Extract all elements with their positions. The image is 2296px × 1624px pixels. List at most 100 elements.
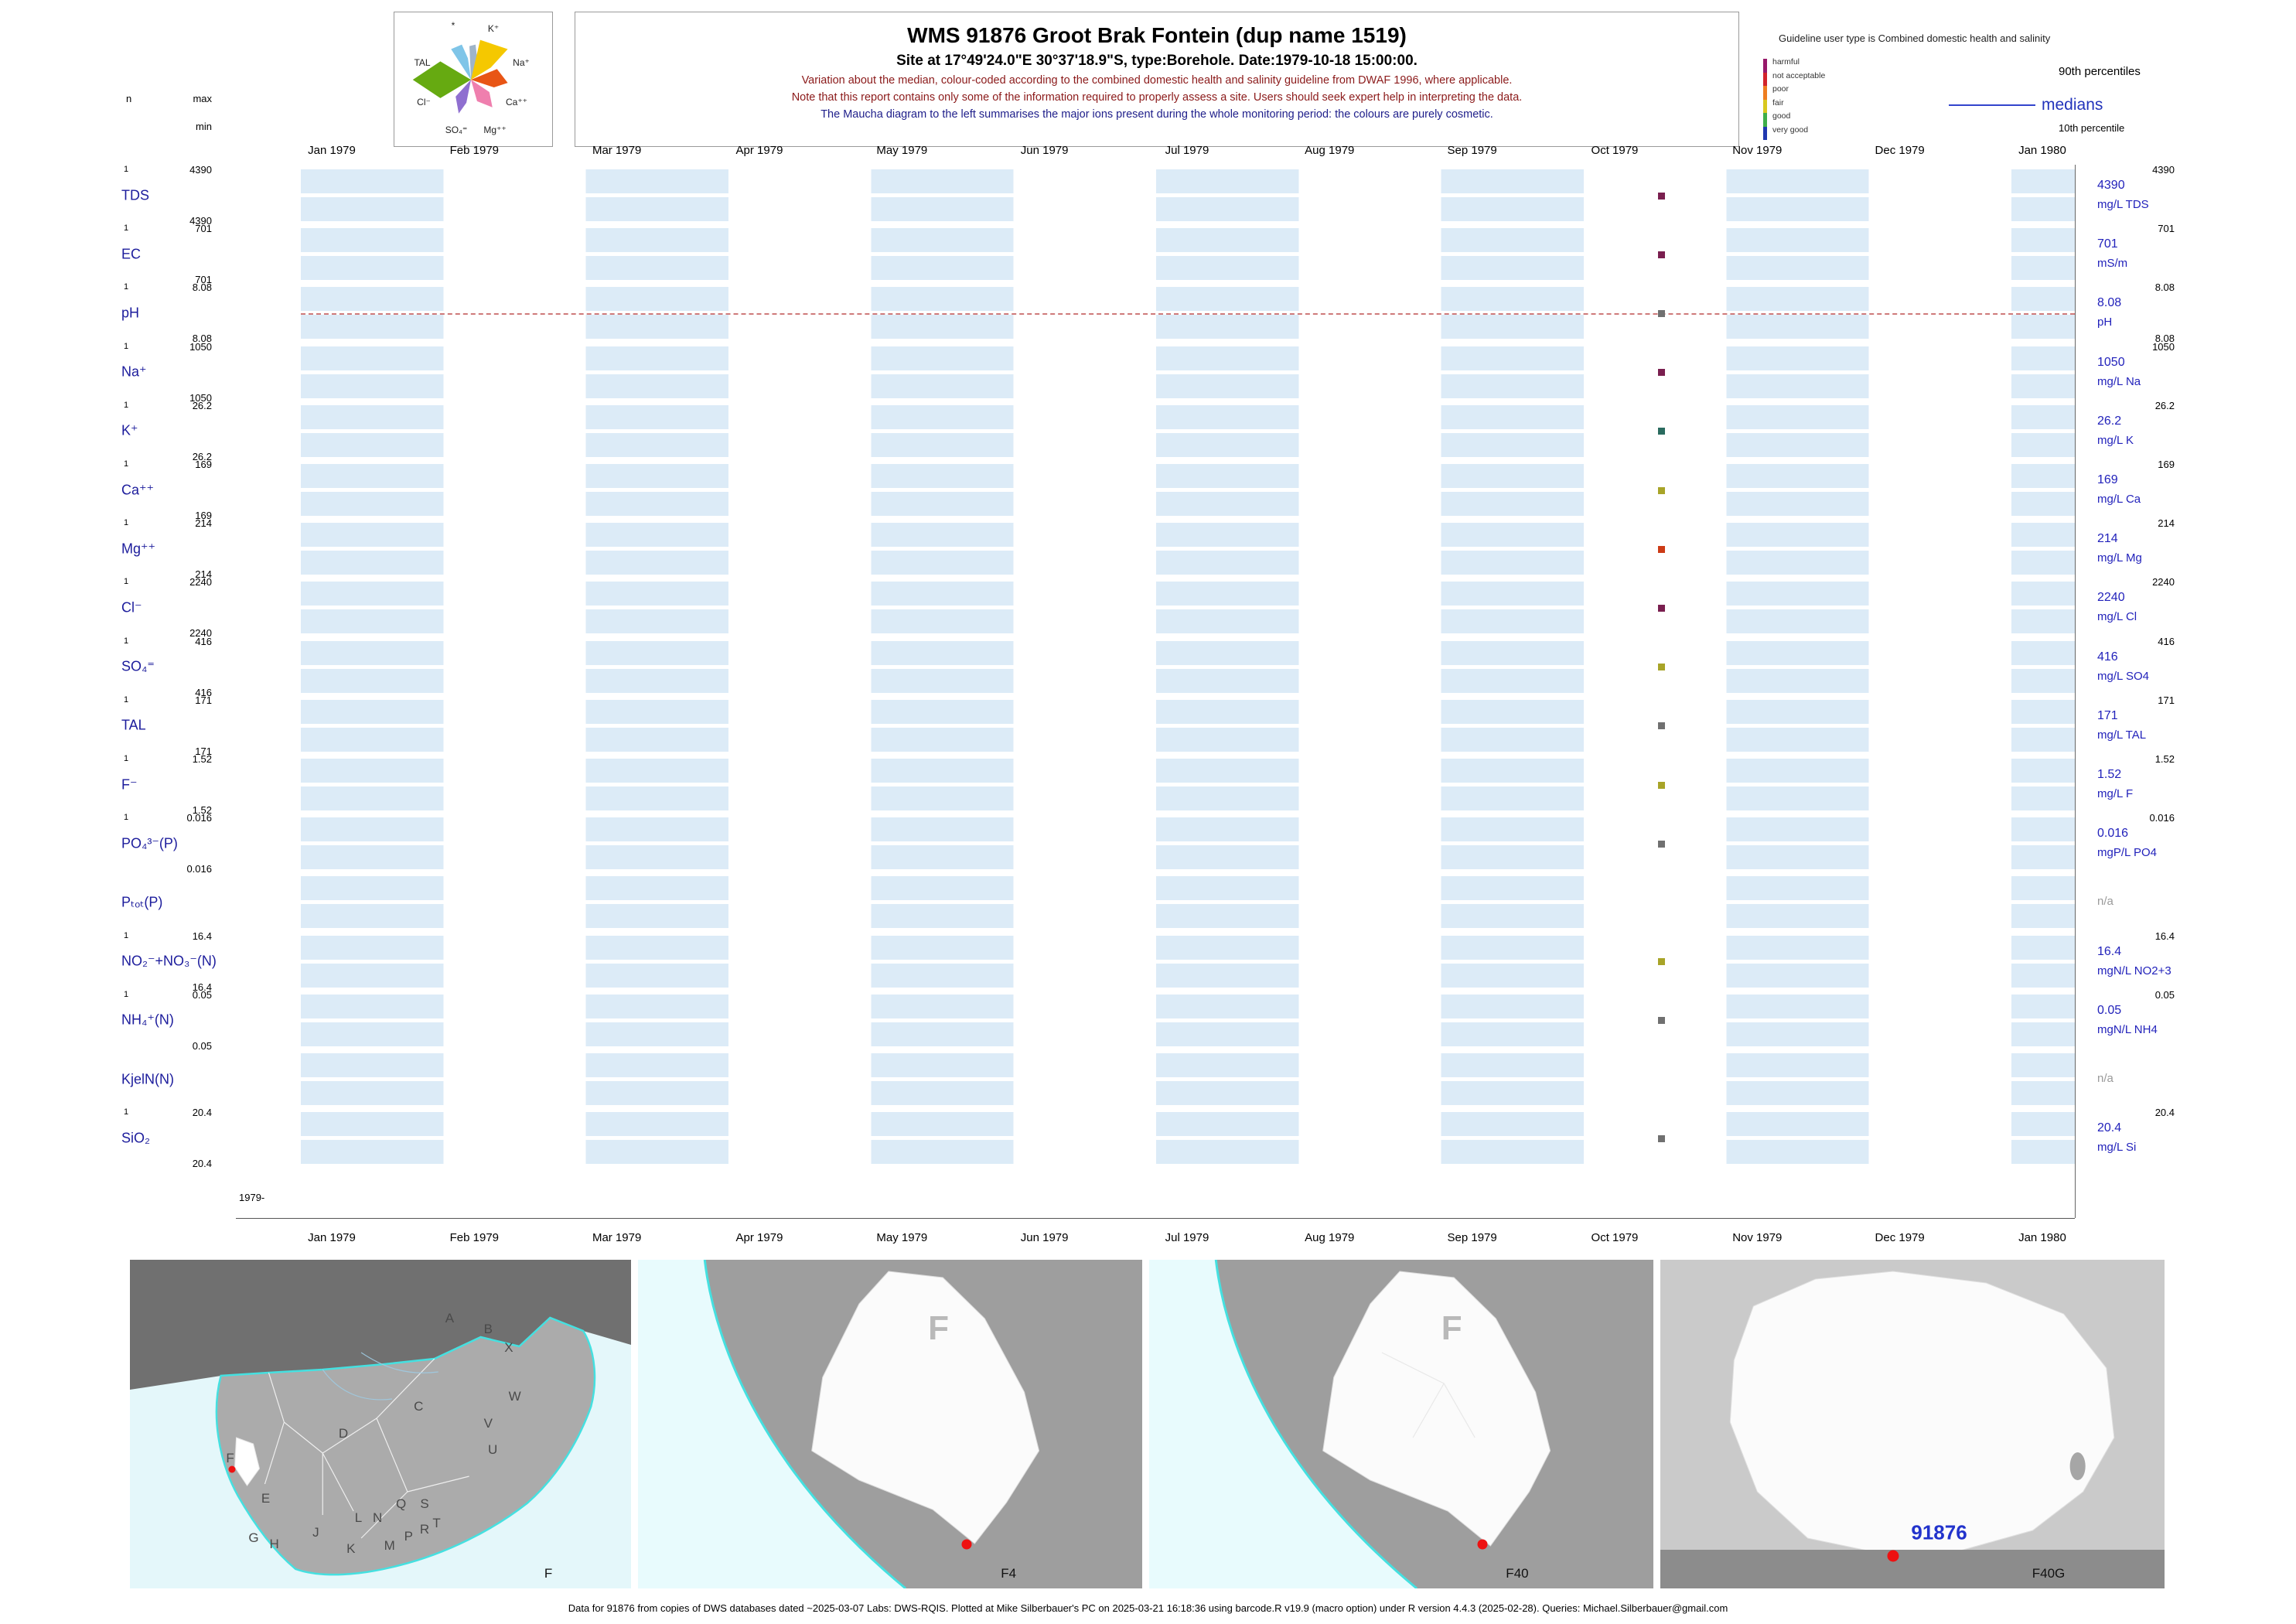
band-strip [301, 404, 2075, 429]
chart-right-border [2075, 165, 2076, 1218]
param-name: pH [121, 305, 140, 321]
median-value: 0.016 [2097, 827, 2129, 841]
drainage-letter: P [404, 1529, 413, 1544]
drainage-letter: W [508, 1389, 521, 1404]
drainage-letter: C [414, 1399, 424, 1414]
sample-count: 1 [124, 577, 129, 587]
p90-value: 20.4 [2154, 1107, 2175, 1119]
map-region-svg [1149, 1260, 1653, 1588]
band-strip [301, 935, 2075, 960]
min-value: 0.016 [186, 863, 212, 875]
month-label: May 1979 [876, 144, 928, 157]
drainage-letter: A [445, 1311, 455, 1326]
p90-value: 26.2 [2154, 399, 2175, 411]
band-strip [301, 786, 2075, 810]
sample-point [1658, 1017, 1665, 1025]
unit-label: mg/L Na [2097, 374, 2141, 388]
param-row: 1 0.05 0.05 NH₄⁺(N) 0.05 0.05 mgN/L NH4 [0, 989, 2296, 1052]
guideline-level-label: good [1772, 111, 1791, 121]
chart-bottom-axis [236, 1218, 2075, 1219]
min-value: 16.4 [192, 981, 212, 993]
month-label: Jul 1979 [1165, 144, 1209, 157]
band-strip [301, 464, 2075, 488]
unit-label: mg/L Ca [2097, 493, 2141, 506]
param-right-labels: 214 214 mg/L Mg [0, 517, 2296, 575]
drainage-letter: V [483, 1415, 493, 1431]
month-label: Mar 1979 [592, 1231, 642, 1244]
param-row: 1 416 416 SO₄⁼ 416 416 mg/L SO4 [0, 636, 2296, 698]
param-name: KjelN(N) [121, 1071, 175, 1087]
p90-value: 0.016 [2149, 812, 2175, 824]
param-band [301, 1112, 2075, 1165]
map-region-label: F [544, 1565, 553, 1581]
param-left-labels: Pₜₒₜ(P) [0, 876, 2296, 928]
maucha-label-tal: TAL [414, 57, 431, 68]
param-left-labels: 1 0.016 0.016 PO₄³⁻(P) [0, 812, 2296, 875]
median-value: 171 [2097, 708, 2118, 722]
median-value: 16.4 [2097, 944, 2122, 958]
param-left-labels: 1 214 214 Mg⁺⁺ [0, 517, 2296, 580]
unit-label: mg/L F [2097, 787, 2134, 800]
band-strip [301, 551, 2075, 575]
median-dashed-line [301, 312, 2075, 315]
band-strip [301, 374, 2075, 398]
min-value: 8.08 [192, 333, 212, 345]
median-value: 1050 [2097, 355, 2125, 369]
band-strip [301, 1022, 2075, 1046]
param-row: 1 214 214 Mg⁺⁺ 214 214 mg/L Mg [0, 517, 2296, 580]
guideline-level-label: very good [1772, 125, 1809, 135]
sample-point [1658, 309, 1665, 317]
param-right-labels: n/a [0, 876, 2296, 928]
max-value: 171 [195, 694, 212, 706]
max-value: 0.016 [186, 812, 212, 824]
unit-label: mgN/L NO2+3 [2097, 964, 2171, 977]
band-strip [301, 287, 2075, 312]
median-value: 169 [2097, 473, 2118, 486]
param-left-labels: 1 0.05 0.05 NH₄⁺(N) [0, 989, 2296, 1052]
band-strip [301, 963, 2075, 988]
p90-caption: 90th percentiles [2059, 65, 2141, 78]
sample-count: 1 [124, 930, 129, 940]
map-region-label: F40 [1506, 1565, 1529, 1581]
guideline-color-segment [1763, 72, 1767, 86]
p90-value: 214 [2158, 517, 2175, 530]
max-value: 0.05 [192, 988, 212, 1001]
sample-point [1658, 428, 1665, 435]
param-band [301, 699, 2075, 752]
param-left-labels: 1 169 169 Ca⁺⁺ [0, 459, 2296, 521]
param-row: 1 20.4 20.4 SiO₂ 20.4 20.4 mg/L Si [0, 1107, 2296, 1169]
param-band [301, 1053, 2075, 1105]
band-strip [301, 346, 2075, 370]
unit-label: mS/m [2097, 257, 2128, 271]
month-label: Sep 1979 [1447, 144, 1497, 157]
max-value: 4390 [189, 164, 212, 176]
unit-label: mg/L Mg [2097, 551, 2142, 565]
sample-point [1658, 369, 1665, 377]
drainage-letter: J [312, 1524, 319, 1540]
month-label: Jan 1979 [308, 1231, 356, 1244]
param-row: 1 171 171 TAL 171 171 mg/L TAL [0, 694, 2296, 757]
sample-count: 1 [124, 223, 129, 234]
param-band [301, 228, 2075, 281]
param-name: K⁺ [121, 422, 138, 438]
month-label: Dec 1979 [1875, 1231, 1925, 1244]
param-row: KjelN(N) n/a [0, 1053, 2296, 1105]
param-right-labels: 0.016 0.016 mgP/L PO4 [0, 812, 2296, 869]
sample-point [1658, 486, 1665, 494]
param-name: Na⁺ [121, 363, 147, 380]
param-band [301, 346, 2075, 398]
sample-point [1658, 958, 1665, 966]
unit-label: mgN/L NH4 [2097, 1022, 2158, 1036]
min-value: 169 [195, 510, 212, 521]
guideline-level-label: not acceptable [1772, 70, 1826, 80]
median-value: 20.4 [2097, 1121, 2122, 1135]
param-right-labels: 416 416 mg/L SO4 [0, 636, 2296, 693]
max-value: 1.52 [192, 753, 212, 765]
map-region-label: F4 [1001, 1565, 1017, 1581]
min-value: 416 [195, 686, 212, 698]
param-left-labels: 1 8.08 8.08 pH [0, 281, 2296, 344]
param-name: Mg⁺⁺ [121, 541, 156, 557]
sample-point [1658, 192, 1665, 200]
month-label: Nov 1979 [1732, 144, 1783, 157]
map-region-F40: F F40 [1149, 1260, 1653, 1588]
